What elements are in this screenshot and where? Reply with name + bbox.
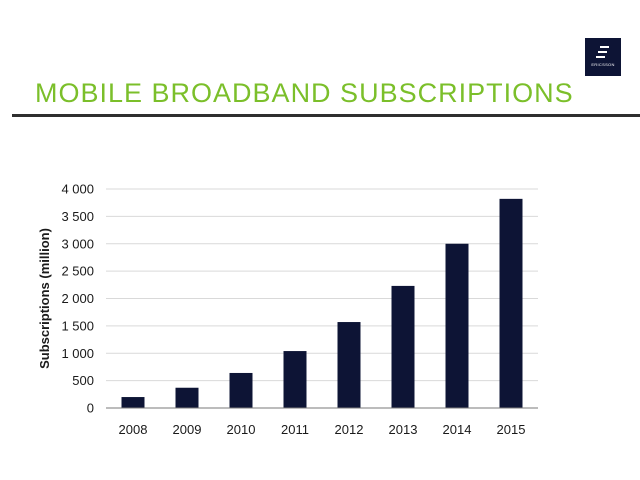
- y-tick-label: 1 000: [61, 346, 94, 361]
- x-tick-label: 2008: [119, 422, 148, 437]
- y-tick-label: 0: [87, 401, 94, 416]
- x-tick-label: 2014: [443, 422, 472, 437]
- logo-wordmark: ERICSSON: [591, 62, 615, 67]
- y-tick-label: 3 500: [61, 209, 94, 224]
- x-tick-labels: 2008 2009 2010 2011 2012 2013 2014 2015: [119, 422, 526, 437]
- x-tick-label: 2012: [335, 422, 364, 437]
- y-tick-label: 4 000: [61, 182, 94, 197]
- y-tick-label: 3 000: [61, 236, 94, 251]
- x-tick-label: 2010: [227, 422, 256, 437]
- ericsson-logo-icon: [596, 46, 609, 58]
- title-divider: [12, 114, 640, 117]
- bar-2008: [121, 397, 145, 408]
- x-tick-label: 2013: [389, 422, 418, 437]
- y-tick-label: 2 500: [61, 264, 94, 279]
- bar-2013: [391, 285, 415, 408]
- y-tick-label: 1 500: [61, 318, 94, 333]
- bars: [121, 198, 523, 408]
- x-tick-label: 2011: [281, 422, 309, 437]
- ericsson-logo: ERICSSON: [585, 38, 621, 76]
- bar-2015: [499, 198, 523, 408]
- bar-2012: [337, 322, 361, 408]
- bar-2014: [445, 243, 469, 408]
- y-tick-label: 2 000: [61, 291, 94, 306]
- gridlines: [106, 188, 538, 382]
- bar-2009: [175, 387, 199, 408]
- page-title: MOBILE BROADBAND SUBSCRIPTIONS: [35, 78, 574, 108]
- y-tick-label: 500: [72, 373, 94, 388]
- y-tick-labels: 0 500 1 000 1 500 2 000 2 500 3 000 3 500 4 000: [61, 182, 94, 416]
- x-tick-label: 2009: [173, 422, 202, 437]
- bar-2011: [283, 351, 307, 408]
- bar-2010: [229, 372, 253, 408]
- x-tick-label: 2015: [497, 422, 526, 437]
- y-axis-label: Subscriptions (million): [37, 228, 52, 369]
